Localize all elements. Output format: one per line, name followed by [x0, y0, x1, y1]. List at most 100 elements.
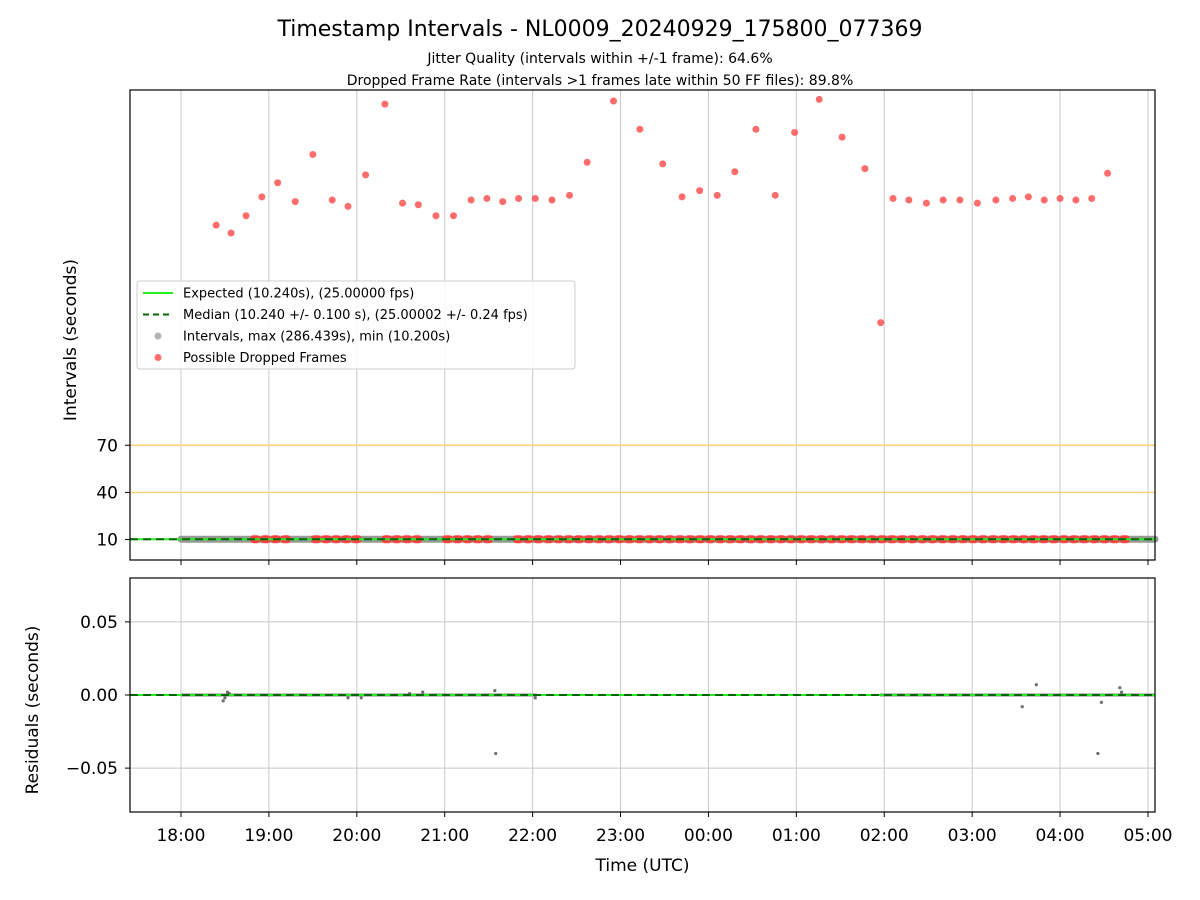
dropped-frame-point: [1040, 196, 1048, 204]
legend-box: [136, 280, 576, 370]
dropped-frame-point: [566, 191, 574, 199]
residual-point: [1099, 700, 1103, 704]
dropped-frame-point: [1088, 194, 1096, 202]
dropped-frame-point: [242, 212, 250, 220]
residuals-y-axis-label: Residuals (seconds): [23, 626, 43, 795]
residual-point: [1020, 705, 1024, 709]
dropped-frame-point: [609, 97, 617, 105]
legend-intervals-swatch: [154, 332, 162, 340]
dropped-frame-point: [499, 198, 507, 206]
dropped-frame-point: [922, 199, 930, 207]
dropped-frame-point: [771, 191, 779, 199]
dropped-frame-point: [515, 194, 523, 202]
dropped-frame-point: [939, 196, 947, 204]
dropped-frame-point: [752, 125, 760, 133]
x-tick-label: 04:00: [1036, 826, 1085, 846]
intervals-y-axis-label: Intervals (seconds): [61, 259, 81, 421]
dropped-frame-point: [344, 202, 352, 210]
residuals-y-tick-label: −0.05: [66, 759, 118, 779]
dropped-frame-point: [1104, 169, 1112, 177]
legend-dropped-swatch: [154, 354, 162, 361]
dropped-frame-point: [432, 212, 440, 220]
dropped-frame-point: [212, 221, 220, 229]
dropped-frame-point: [696, 187, 704, 195]
dropped-frame-point: [309, 150, 317, 158]
residual-point: [346, 696, 350, 700]
residuals-y-tick-label: 0.05: [80, 613, 118, 633]
dropped-frame-point: [274, 179, 282, 187]
residual-point: [223, 696, 227, 700]
legend: Expected (10.240s), (25.00000 fps) Median…: [136, 280, 576, 370]
dropped-frame-point: [861, 165, 869, 173]
dropped-frame-point: [992, 196, 1000, 204]
intervals-y-tick-label: 70: [96, 436, 118, 456]
dropped-frame-point: [583, 158, 591, 166]
x-tick-label: 20:00: [332, 826, 381, 846]
dropped-frame-point: [731, 168, 739, 176]
dropped-frame-point: [399, 199, 407, 207]
dropped-frame-point: [889, 194, 897, 202]
x-tick-label: 02:00: [860, 826, 909, 846]
chart-title: Timestamp Intervals - NL0009_20240929_17…: [276, 17, 922, 42]
dropped-frame-point: [362, 171, 370, 179]
residuals-panel: 0.05 0.00 −0.05 18:00 19:00 20:00 21:00 22:00 23…: [23, 577, 1172, 876]
dropped-frame-point: [291, 198, 299, 206]
residual-point: [1096, 751, 1100, 756]
dropped-frame-point: [905, 196, 913, 204]
x-tick-label: 23:00: [596, 826, 645, 846]
dropped-frame-point: [713, 191, 721, 199]
dropped-frame-point: [467, 196, 475, 204]
residual-point: [493, 689, 497, 693]
dropped-frame-point: [1072, 196, 1080, 204]
x-axis-label: Time (UTC): [595, 856, 690, 876]
residual-point: [221, 699, 225, 703]
dropped-frame-point: [791, 128, 799, 136]
intervals-y-tick-label: 10: [96, 531, 118, 551]
dropped-frame-point: [258, 193, 266, 201]
chart-subtitle-jitter: Jitter Quality (intervals within +/-1 fr…: [426, 51, 772, 67]
dropped-frame-point: [659, 160, 667, 168]
x-tick-label: 21:00: [420, 826, 469, 846]
residual-point: [1118, 686, 1122, 690]
dropped-frame-point: [414, 201, 422, 209]
legend-entry-label: Possible Dropped Frames: [183, 351, 347, 366]
x-tick-label: 22:00: [508, 826, 557, 846]
chart-subtitle-dropped: Dropped Frame Rate (intervals >1 frames …: [347, 73, 854, 89]
dropped-frame-point: [838, 133, 846, 141]
x-tick-label: 03:00: [948, 826, 997, 846]
dropped-frame-point: [678, 193, 686, 201]
dropped-frame-point: [636, 125, 644, 133]
residual-point: [1119, 690, 1124, 694]
dropped-frame-point: [877, 319, 885, 327]
dropped-frame-point: [973, 199, 981, 207]
legend-entry-label: Intervals, max (286.439s), min (10.200s): [183, 330, 450, 345]
x-tick-label: 00:00: [684, 826, 733, 846]
dropped-frame-point: [548, 196, 556, 204]
residual-point: [359, 696, 363, 700]
residual-point: [1034, 683, 1038, 687]
x-tick-label: 01:00: [772, 826, 821, 846]
x-tick-label: 05:00: [1123, 826, 1172, 846]
dropped-frame-point: [449, 212, 457, 220]
legend-entry-label: Expected (10.240s), (25.00000 fps): [183, 287, 414, 302]
residuals-y-tick-label: 0.00: [80, 686, 118, 706]
legend-entry-label: Median (10.240 +/- 0.100 s), (25.00002 +…: [183, 308, 528, 323]
residual-point: [421, 690, 425, 694]
residual-point: [533, 696, 537, 700]
dropped-frame-point: [328, 196, 336, 204]
intervals-panel: 10 40 70 Intervals (seconds): [61, 89, 1159, 565]
x-tick-label: 19:00: [244, 826, 293, 846]
intervals-axes-frame: [129, 89, 1156, 561]
dropped-frame-point: [381, 100, 389, 108]
dropped-frame-point: [227, 229, 235, 237]
residual-point: [494, 751, 498, 756]
dropped-frame-point: [1009, 194, 1017, 202]
dropped-frame-point: [531, 194, 539, 202]
x-tick-label: 18:00: [156, 826, 205, 846]
intervals-y-tick-label: 40: [96, 483, 118, 503]
dropped-frame-point: [956, 196, 964, 204]
dropped-frame-point: [1056, 194, 1064, 202]
dropped-frame-point: [815, 95, 823, 103]
